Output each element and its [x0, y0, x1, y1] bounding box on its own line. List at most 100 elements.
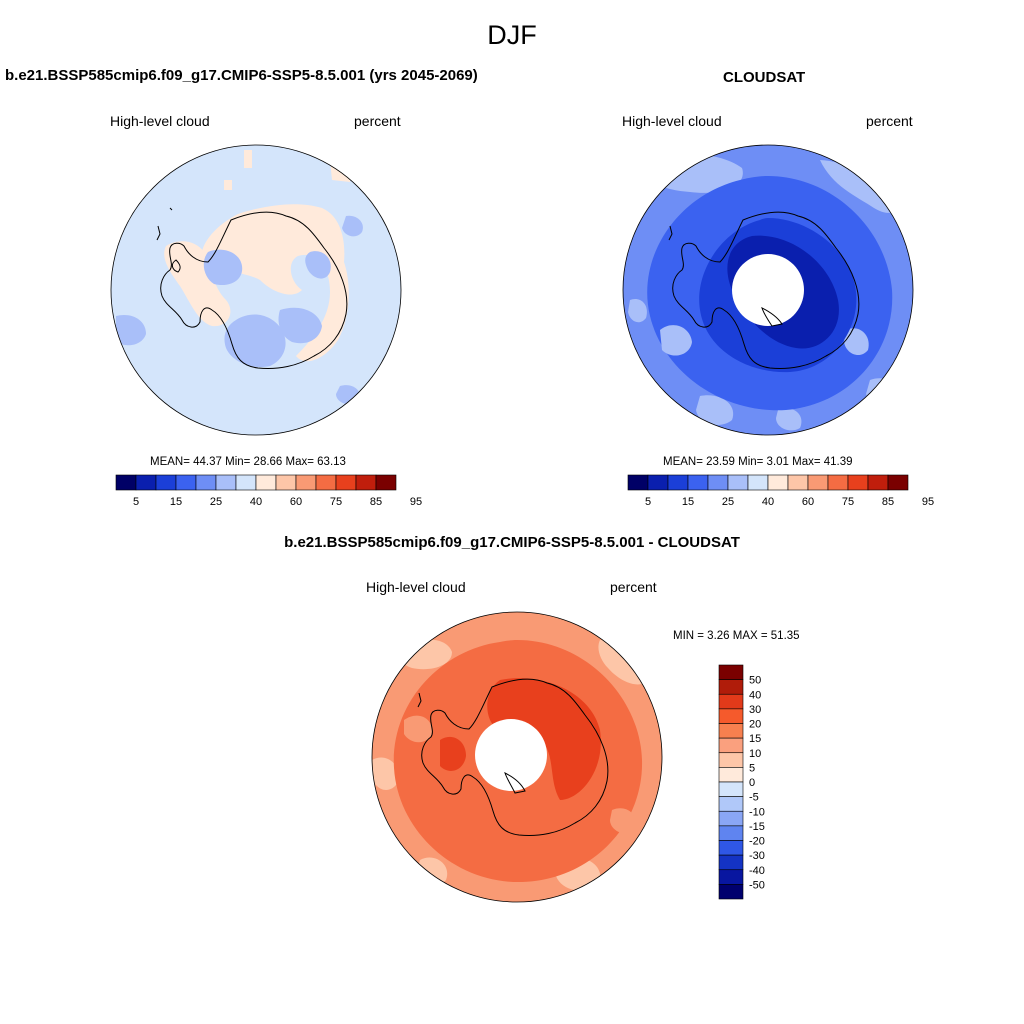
panel3-colorbar-tick-label: -5 [749, 792, 759, 804]
panel1-colorbar-swatch [355, 474, 377, 491]
panel1-units-label: percent [354, 113, 401, 129]
panel2-colorbar-tick-label: 75 [842, 496, 854, 508]
panel3-colorbar-swatch [718, 708, 744, 724]
panel1-colorbar-tick-label: 25 [210, 496, 222, 508]
panel1-colorbar-swatch [115, 474, 137, 491]
panel1-positive-anomaly [201, 204, 349, 362]
panel1-colorbar-tick-label: 40 [250, 496, 262, 508]
panel3-colorbar-tick-label: -20 [749, 836, 765, 848]
panel3-stats: MIN = 3.26 MAX = 51.35 [673, 630, 800, 642]
panel1-colorbar-swatch [255, 474, 277, 491]
panel2-colorbar-swatch [847, 474, 869, 491]
panel3-colorbar-tick-label: -30 [749, 850, 765, 862]
panel1-colorbar-tick-label: 15 [170, 496, 182, 508]
panel3-colorbar-swatch [718, 796, 744, 812]
panel1-colorbar-swatch [315, 474, 337, 491]
panel3-colorbar-swatch [718, 767, 744, 783]
panel1-stats: MEAN= 44.37 Min= 28.66 Max= 63.13 [150, 456, 346, 468]
panel3-missing-data-hole [475, 719, 547, 791]
panel1-title: b.e21.BSSP585cmip6.f09_g17.CMIP6-SSP5-8.… [5, 67, 478, 84]
panel3-colorbar-tick-label: 5 [749, 762, 755, 774]
panel2-variable-label: High-level cloud [622, 113, 722, 129]
panel2-colorbar: 5 15 25 40 60 75 85 95 [627, 474, 934, 508]
panel1-colorbar-swatch [335, 474, 357, 491]
panel1-colorbar-swatch [275, 474, 297, 491]
panel3-colorbar-swatch [718, 781, 744, 797]
panel1-colorbar-swatch [135, 474, 157, 491]
panel2-colorbar-tick-label: 60 [802, 496, 814, 508]
panel3-map-frame [371, 611, 663, 903]
panel1-map-frame [110, 144, 402, 436]
panel2-title: CLOUDSAT [723, 69, 806, 86]
panel2-colorbar-swatch [827, 474, 849, 491]
panel1-colorbar-swatch [375, 474, 397, 491]
panel3-colorbar-swatch [718, 693, 744, 710]
panel3-colorbar-tick-label: -40 [749, 865, 765, 877]
panel3-colorbar-tick-label: 20 [749, 719, 761, 731]
panel3-colorbar-tick-label: 50 [749, 675, 761, 687]
panel2-map-frame [622, 144, 914, 436]
panel1-map [110, 144, 402, 436]
panel3-units-label: percent [610, 579, 657, 595]
panel1-colorbar-swatch [195, 474, 217, 491]
panel3-colorbar-swatch [718, 679, 744, 695]
panel3-colorbar-tick-label: 0 [749, 777, 755, 789]
panel2-colorbar-swatch [667, 474, 689, 491]
panel1-colorbar-tick-label: 85 [370, 496, 382, 508]
panel2-colorbar-swatch [647, 474, 669, 491]
panel3-colorbar-swatch [718, 664, 744, 680]
panel2-map [622, 144, 914, 436]
panel1-colorbar-tick-label: 75 [330, 496, 342, 508]
panel2-colorbar-swatch [687, 474, 709, 491]
panel2-colorbar-tick-label: 40 [762, 496, 774, 508]
panel1-variable-label: High-level cloud [110, 113, 210, 129]
season-title: DJF [487, 20, 537, 50]
panel3-colorbar-tick-label: -15 [749, 821, 765, 833]
panel3-colorbar-tick-label: 40 [749, 689, 761, 701]
panel2-colorbar-swatch [627, 474, 649, 491]
panel1-colorbar-tick-label: 95 [410, 496, 422, 508]
panel3-colorbar-tick-label: 30 [749, 704, 761, 716]
panel1-colorbar-swatch [175, 474, 197, 491]
panel3-title: b.e21.BSSP585cmip6.f09_g17.CMIP6-SSP5-8.… [284, 534, 740, 551]
panel2-colorbar-tick-label: 5 [645, 496, 651, 508]
panel2-colorbar-tick-label: 85 [882, 496, 894, 508]
panel1-colorbar: 5 15 25 40 60 75 85 95 [115, 474, 422, 508]
panel2-units-label: percent [866, 113, 913, 129]
panel3-colorbar-tick-label: 10 [749, 748, 761, 760]
panel3-colorbar-tick-label: 15 [749, 733, 761, 745]
panel2-colorbar-swatch [727, 474, 749, 491]
panel2-colorbar-tick-label: 25 [722, 496, 734, 508]
panel1-colorbar-swatch [295, 474, 317, 491]
panel2-missing-data-hole [732, 254, 804, 326]
panel3-variable-label: High-level cloud [366, 579, 466, 595]
panel1-colorbar-tick-label: 5 [133, 496, 139, 508]
panel3-colorbar-swatch [718, 810, 744, 827]
panel2-colorbar-swatch [767, 474, 789, 491]
panel2-colorbar-swatch [807, 474, 829, 491]
panel3-colorbar-swatch [718, 869, 744, 885]
panel3-colorbar-swatch [718, 752, 744, 768]
panel1-colorbar-tick-label: 60 [290, 496, 302, 508]
panel2-colorbar-tick-label: 15 [682, 496, 694, 508]
panel1-colorbar-swatch [235, 474, 257, 491]
panel3-colorbar-swatch [718, 723, 744, 739]
panel2-colorbar-tick-label: 95 [922, 496, 934, 508]
panel3-colorbar-swatch [718, 840, 744, 856]
panel3-map [371, 611, 663, 903]
panel3-colorbar-swatch [718, 884, 744, 900]
panel2-stats: MEAN= 23.59 Min= 3.01 Max= 41.39 [663, 456, 853, 468]
panel3-colorbar-tick-label: -50 [749, 879, 765, 891]
panel3-colorbar-swatch [718, 825, 744, 841]
panel2-colorbar-swatch [707, 474, 729, 491]
panel1-negative-anomaly [203, 249, 243, 286]
panel2-colorbar-swatch [787, 474, 809, 491]
panel3-colorbar-swatch [718, 854, 744, 871]
panel2-colorbar-swatch [887, 474, 909, 491]
panel2-colorbar-swatch [867, 474, 889, 491]
panel1-peninsula-positive [164, 241, 231, 327]
panel3-colorbar-swatch [718, 737, 744, 754]
panel1-colorbar-swatch [155, 474, 177, 491]
